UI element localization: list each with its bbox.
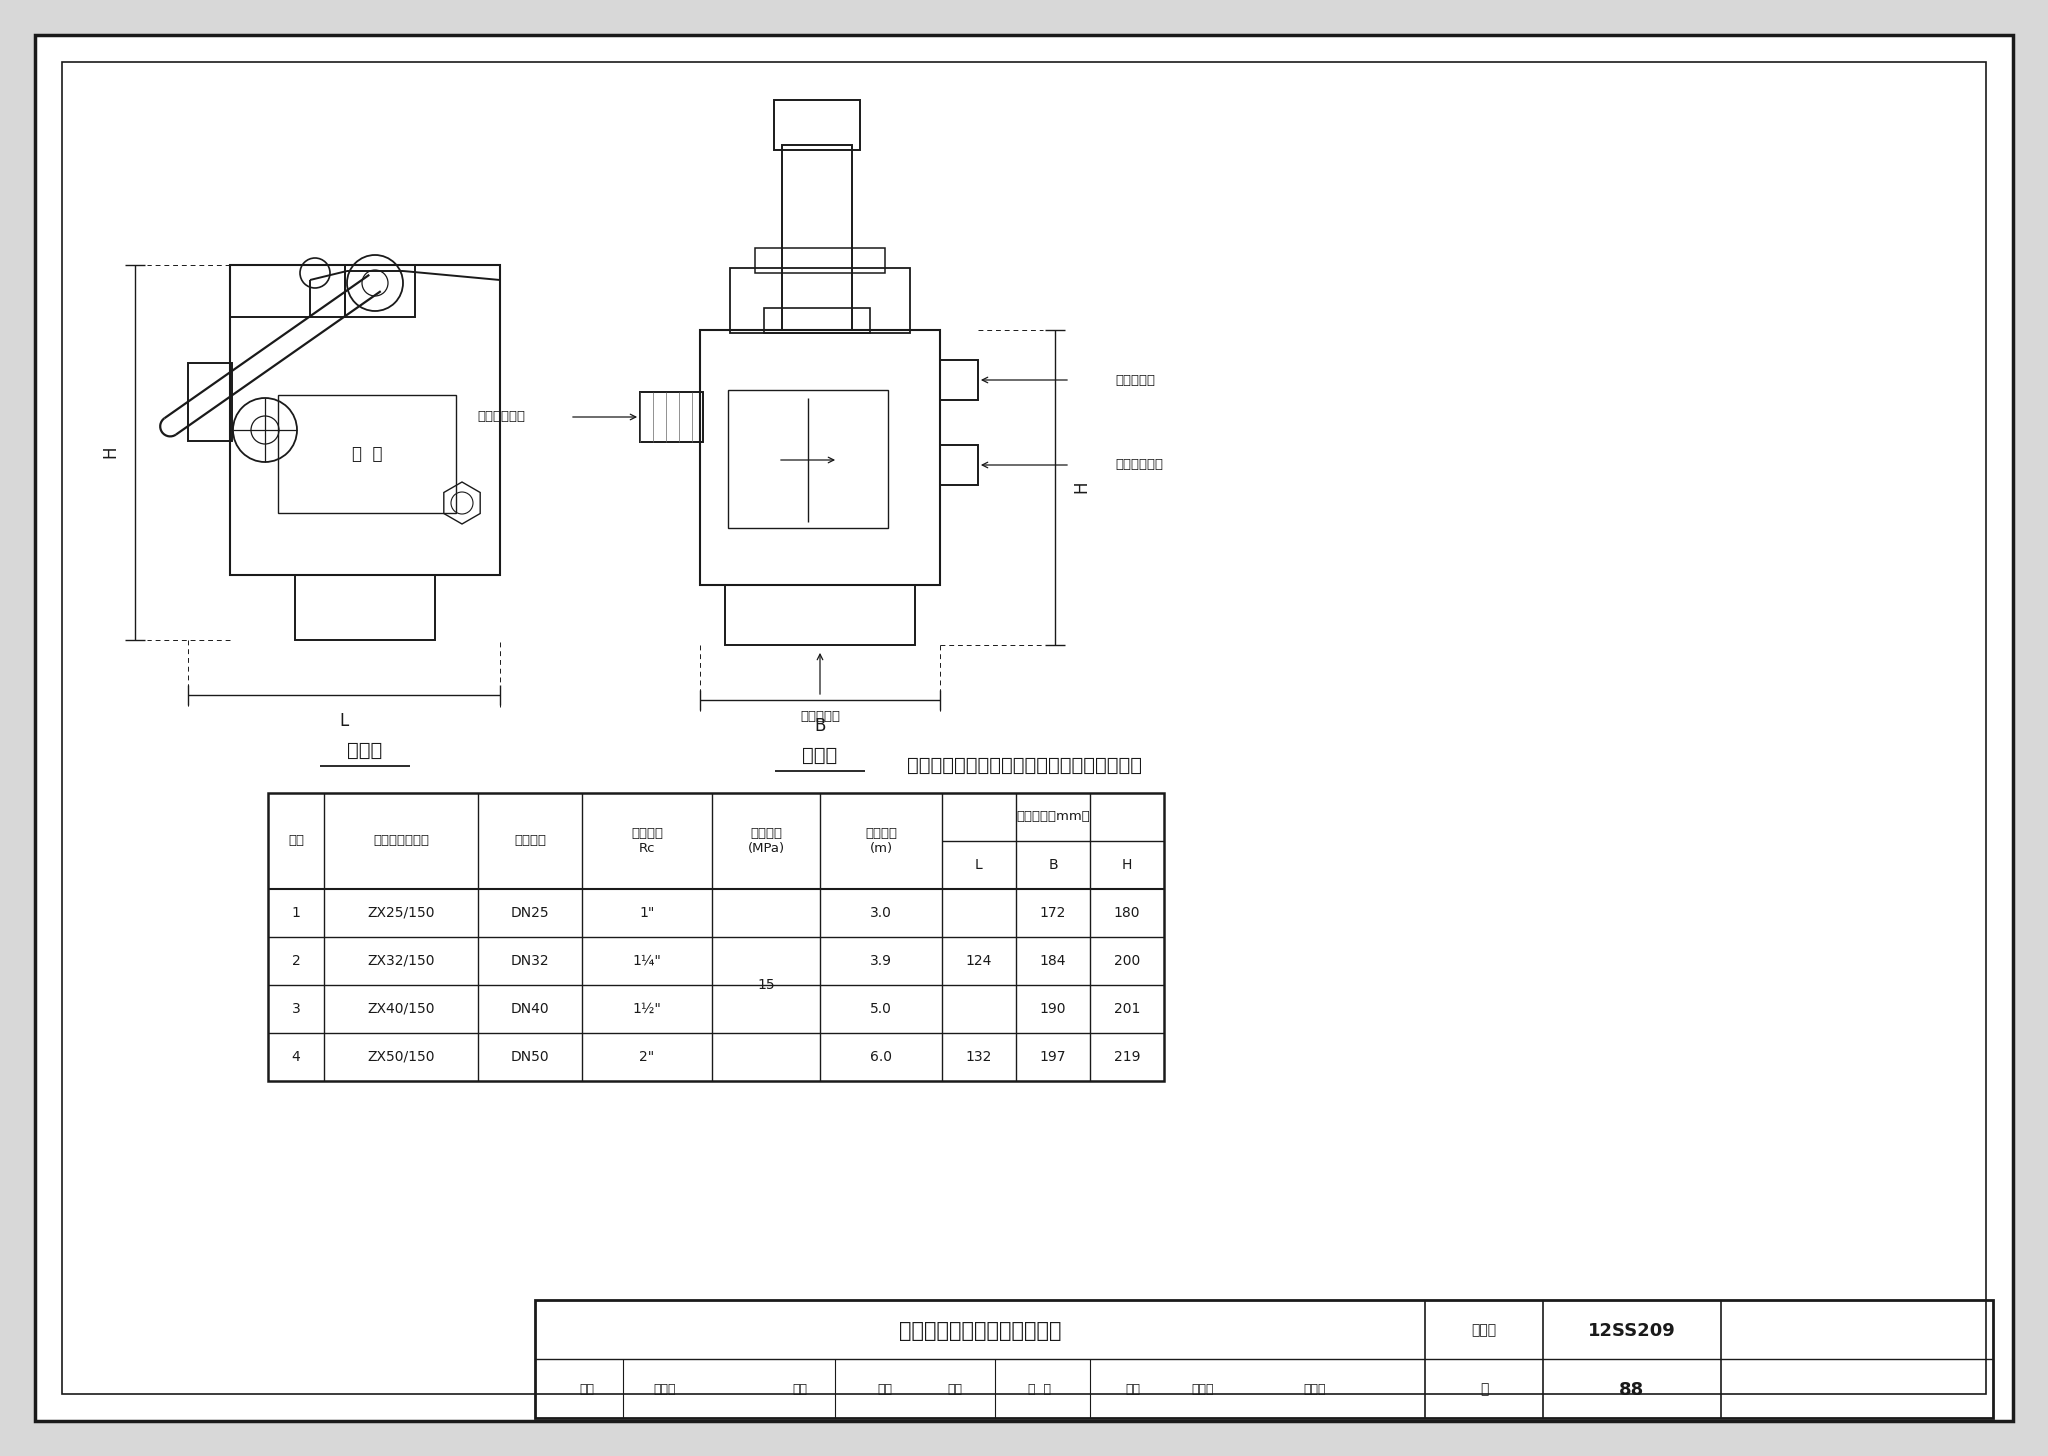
Text: 12SS209: 12SS209 <box>1587 1322 1675 1340</box>
Bar <box>700 331 940 585</box>
Text: 197: 197 <box>1040 1050 1067 1064</box>
Text: 2: 2 <box>291 954 301 968</box>
Text: 1¼": 1¼" <box>633 954 662 968</box>
Text: 右视图: 右视图 <box>803 745 838 764</box>
Text: 序号: 序号 <box>289 834 303 847</box>
Bar <box>639 392 702 443</box>
Text: 124: 124 <box>967 954 991 968</box>
Text: H: H <box>1071 480 1090 494</box>
Text: ZX40/150: ZX40/150 <box>367 1002 434 1016</box>
Bar <box>279 395 457 513</box>
Bar <box>188 363 231 441</box>
Text: 184: 184 <box>1040 954 1067 968</box>
Text: 连接螺纹
Rc: 连接螺纹 Rc <box>631 827 664 855</box>
Bar <box>940 446 979 485</box>
Text: 200: 200 <box>1114 954 1141 968</box>
Bar <box>535 1300 1993 1418</box>
Text: 图集号: 图集号 <box>1470 1324 1497 1338</box>
Text: 219: 219 <box>1114 1050 1141 1064</box>
Text: H: H <box>1122 858 1133 872</box>
Text: ZX32/150: ZX32/150 <box>367 954 434 968</box>
Text: 88: 88 <box>1620 1380 1645 1399</box>
Bar <box>764 309 870 333</box>
Bar <box>344 265 416 317</box>
Text: 172: 172 <box>1040 906 1067 920</box>
Text: 瓶组式系统分区控制阀外形图: 瓶组式系统分区控制阀外形图 <box>899 1321 1061 1341</box>
Text: 灭火剂出口: 灭火剂出口 <box>1114 374 1155 386</box>
Text: 页: 页 <box>1481 1383 1489 1396</box>
Text: 15: 15 <box>758 978 774 992</box>
Text: 190: 190 <box>1040 1002 1067 1016</box>
Text: ZX50/150: ZX50/150 <box>367 1050 434 1064</box>
Text: 示才智: 示才智 <box>1305 1383 1327 1396</box>
Text: 设计: 设计 <box>1126 1383 1141 1396</box>
Text: 3: 3 <box>291 1002 301 1016</box>
Text: 标  牌: 标 牌 <box>352 446 383 463</box>
Bar <box>295 575 434 641</box>
Bar <box>729 268 909 333</box>
Bar <box>727 390 889 529</box>
Text: 姚效刚: 姚效刚 <box>653 1383 676 1396</box>
Text: 审核: 审核 <box>580 1383 594 1396</box>
Text: 3.0: 3.0 <box>870 906 893 920</box>
Bar <box>940 360 979 400</box>
Text: 5.0: 5.0 <box>870 1002 893 1016</box>
Bar <box>229 265 344 317</box>
Text: ZX25/150: ZX25/150 <box>367 906 434 920</box>
Text: 灭火剂进口: 灭火剂进口 <box>801 711 840 724</box>
Text: 公称压力
(MPa): 公称压力 (MPa) <box>748 827 784 855</box>
Text: 6.0: 6.0 <box>870 1050 893 1064</box>
Text: 201: 201 <box>1114 1002 1141 1016</box>
Bar <box>774 100 860 150</box>
Text: DN25: DN25 <box>510 906 549 920</box>
Text: 郭才智: 郭才智 <box>1192 1383 1214 1396</box>
Text: 180: 180 <box>1114 906 1141 920</box>
Text: 1": 1" <box>639 906 655 920</box>
Text: 韩  建: 韩 建 <box>1028 1383 1051 1396</box>
Text: B: B <box>1049 858 1059 872</box>
Text: 4: 4 <box>291 1050 301 1064</box>
Text: 分区控制阀型号: 分区控制阀型号 <box>373 834 428 847</box>
Text: 外形尺寸（mm）: 外形尺寸（mm） <box>1016 811 1090 824</box>
Text: 前视图: 前视图 <box>348 741 383 760</box>
Text: 启动气体入口: 启动气体入口 <box>477 411 524 424</box>
Text: 启动气体出口: 启动气体出口 <box>1114 459 1163 472</box>
Text: 3.9: 3.9 <box>870 954 893 968</box>
Text: L: L <box>340 712 348 729</box>
Text: 韩建: 韩建 <box>948 1383 963 1396</box>
Text: L: L <box>975 858 983 872</box>
Text: DN40: DN40 <box>510 1002 549 1016</box>
Text: 公称尺寸: 公称尺寸 <box>514 834 547 847</box>
Bar <box>229 265 500 575</box>
Text: B: B <box>815 716 825 735</box>
Text: 132: 132 <box>967 1050 991 1064</box>
Text: 1: 1 <box>291 906 301 920</box>
Text: ～～: ～～ <box>793 1383 807 1396</box>
Text: 2": 2" <box>639 1050 655 1064</box>
Text: DN50: DN50 <box>510 1050 549 1064</box>
Text: 校对: 校对 <box>877 1383 893 1396</box>
Text: 当量长度
(m): 当量长度 (m) <box>864 827 897 855</box>
Text: DN32: DN32 <box>510 954 549 968</box>
Bar <box>725 585 915 645</box>
Text: H: H <box>100 446 119 459</box>
Text: 1½": 1½" <box>633 1002 662 1016</box>
Bar <box>782 146 852 331</box>
Bar <box>268 794 1163 1080</box>
Text: 瓶组式系统分区控制阀技术参数及外形尺寸表: 瓶组式系统分区控制阀技术参数及外形尺寸表 <box>907 756 1141 775</box>
Bar <box>756 248 885 272</box>
